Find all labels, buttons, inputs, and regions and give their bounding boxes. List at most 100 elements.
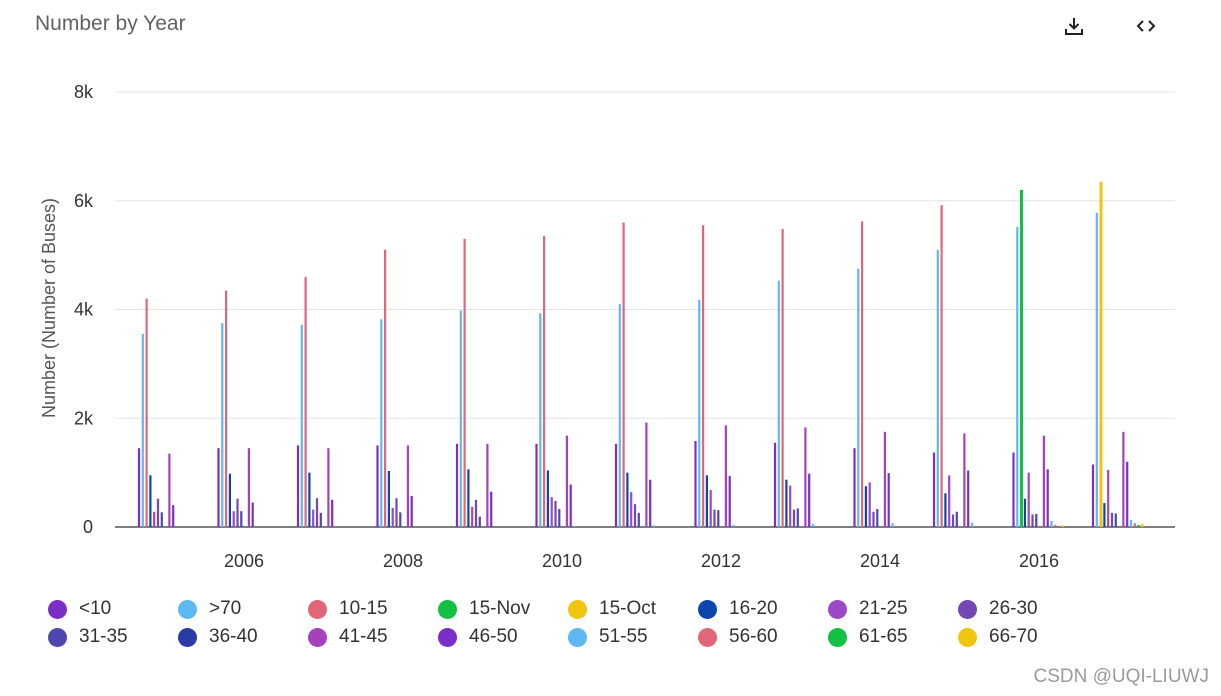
- bar-2016-46-50[interactable]: [1046, 469, 1049, 527]
- bar-2008-16-20[interactable]: [387, 470, 390, 527]
- bar-2008-21-25[interactable]: [391, 507, 394, 527]
- bar-2017-26-30[interactable]: [1110, 512, 1114, 527]
- bar-2013-51-55[interactable]: [811, 523, 815, 527]
- bar-2012-21-25[interactable]: [709, 490, 712, 527]
- bar-2014-41-45[interactable]: [883, 431, 886, 527]
- bar-2006-21-25[interactable]: [232, 511, 235, 527]
- bar-2010-<10[interactable]: [535, 443, 538, 527]
- bar-2014-46-50[interactable]: [887, 473, 890, 527]
- download-icon[interactable]: [1062, 14, 1086, 38]
- legend-item[interactable]: 61-65: [828, 626, 908, 648]
- bar-2006-31-35[interactable]: [240, 511, 243, 527]
- legend-item[interactable]: 16-20: [698, 598, 778, 620]
- legend-item[interactable]: 36-40: [178, 626, 258, 648]
- bar-2017-31-35[interactable]: [1114, 513, 1117, 527]
- bar-2009->70[interactable]: [459, 310, 462, 527]
- bar-2016-31-35[interactable]: [1035, 513, 1038, 527]
- bar-2017-61-65[interactable]: [1137, 524, 1140, 527]
- bar-2014-51-55[interactable]: [891, 523, 894, 527]
- bar-2010-41-45[interactable]: [565, 435, 568, 527]
- bar-2015->70[interactable]: [936, 249, 939, 527]
- bar-2014-21-25[interactable]: [868, 482, 871, 527]
- bar-2005-46-50[interactable]: [172, 505, 175, 527]
- bar-2012-26-30[interactable]: [713, 509, 716, 527]
- legend-item[interactable]: 41-45: [308, 626, 388, 648]
- bar-2007-<10[interactable]: [296, 445, 300, 527]
- bar-2013-16-20[interactable]: [785, 479, 788, 527]
- bar-2009-<10[interactable]: [455, 443, 459, 527]
- bar-2015-31-35[interactable]: [955, 511, 958, 527]
- bar-2010->70[interactable]: [539, 313, 542, 527]
- bar-2008-26-30[interactable]: [395, 498, 398, 527]
- bar-2012-31-35[interactable]: [717, 510, 720, 527]
- bar-2015-51-55[interactable]: [970, 522, 974, 527]
- bar-2011->70[interactable]: [618, 304, 621, 527]
- bar-2015-16-20[interactable]: [944, 493, 947, 527]
- bar-2015-46-50[interactable]: [967, 470, 970, 527]
- bar-2008->70[interactable]: [380, 319, 383, 527]
- bar-2009-10-15[interactable]: [463, 238, 466, 527]
- bar-2017-<10[interactable]: [1091, 464, 1095, 527]
- bar-2016-16-20[interactable]: [1023, 498, 1026, 527]
- legend-item[interactable]: 56-60: [698, 626, 778, 648]
- bar-2015-<10[interactable]: [932, 452, 936, 527]
- bar-2017-21-25[interactable]: [1107, 469, 1110, 527]
- bar-2013-46-50[interactable]: [808, 473, 811, 527]
- bar-2017->70[interactable]: [1095, 212, 1098, 527]
- bar-2013-21-25[interactable]: [789, 485, 792, 527]
- bar-2013-31-35[interactable]: [796, 508, 799, 527]
- bar-2014-31-35[interactable]: [876, 509, 879, 527]
- bar-2007-26-30[interactable]: [315, 498, 319, 527]
- bar-2010-26-30[interactable]: [554, 500, 557, 527]
- bar-2010-16-20[interactable]: [546, 470, 549, 527]
- bar-2007-46-50[interactable]: [331, 499, 334, 527]
- bar-2007-10-15[interactable]: [304, 276, 307, 528]
- bar-2006-41-45[interactable]: [247, 448, 250, 527]
- bar-2011-46-50[interactable]: [649, 479, 652, 527]
- bar-2009-31-35[interactable]: [478, 516, 481, 527]
- bar-2011-<10[interactable]: [614, 443, 618, 527]
- bar-2012-<10[interactable]: [694, 441, 697, 527]
- bar-2010-46-50[interactable]: [569, 484, 572, 527]
- bar-2010-31-35[interactable]: [558, 509, 561, 527]
- bar-2013-<10[interactable]: [773, 442, 777, 527]
- bar-2012-51-55[interactable]: [732, 524, 735, 527]
- legend-item[interactable]: 31-35: [48, 626, 128, 648]
- bar-2013-10-15[interactable]: [781, 229, 784, 527]
- bar-2011-51-55[interactable]: [652, 525, 656, 527]
- bar-2012-46-50[interactable]: [728, 475, 731, 527]
- bar-2017-46-50[interactable]: [1126, 461, 1129, 527]
- bar-2008-41-45[interactable]: [406, 445, 409, 527]
- bar-2015-10-15[interactable]: [940, 205, 943, 527]
- bar-2005->70[interactable]: [141, 333, 144, 527]
- bar-2011-16-20[interactable]: [626, 472, 629, 528]
- bar-2016-21-25[interactable]: [1027, 472, 1030, 528]
- bar-2011-21-25[interactable]: [630, 492, 633, 527]
- bar-2006-10-15[interactable]: [225, 290, 228, 527]
- bar-2008-46-50[interactable]: [410, 496, 413, 527]
- bar-2005-21-25[interactable]: [153, 511, 156, 527]
- bar-2012->70[interactable]: [698, 299, 701, 527]
- bar-2009-21-25[interactable]: [471, 506, 474, 527]
- bar-2017-56-60[interactable]: [1133, 523, 1136, 527]
- legend-item[interactable]: 46-50: [438, 626, 518, 648]
- bar-2011-31-35[interactable]: [637, 512, 640, 527]
- legend-item[interactable]: >70: [178, 598, 241, 620]
- bar-2016-41-45[interactable]: [1042, 435, 1045, 527]
- legend-item[interactable]: 15-Oct: [568, 598, 656, 620]
- bar-2008-10-15[interactable]: [384, 249, 387, 527]
- bar-2011-10-15[interactable]: [622, 222, 625, 528]
- bar-2016-26-30[interactable]: [1031, 514, 1034, 527]
- bar-2006-26-30[interactable]: [236, 498, 239, 527]
- bar-2007-16-20[interactable]: [308, 472, 311, 528]
- bar-2017-15-Oct[interactable]: [1099, 181, 1103, 527]
- bar-2006-<10[interactable]: [217, 448, 220, 527]
- bar-2008-31-35[interactable]: [399, 512, 402, 527]
- legend-item[interactable]: 66-70: [958, 626, 1038, 648]
- bar-2005-16-20[interactable]: [149, 475, 152, 527]
- bar-2005-26-30[interactable]: [156, 498, 160, 527]
- bar-2016-66-70[interactable]: [1061, 525, 1064, 527]
- bar-2006-16-20[interactable]: [228, 473, 231, 527]
- bar-2014-<10[interactable]: [853, 448, 856, 527]
- bar-2012-16-20[interactable]: [705, 475, 708, 527]
